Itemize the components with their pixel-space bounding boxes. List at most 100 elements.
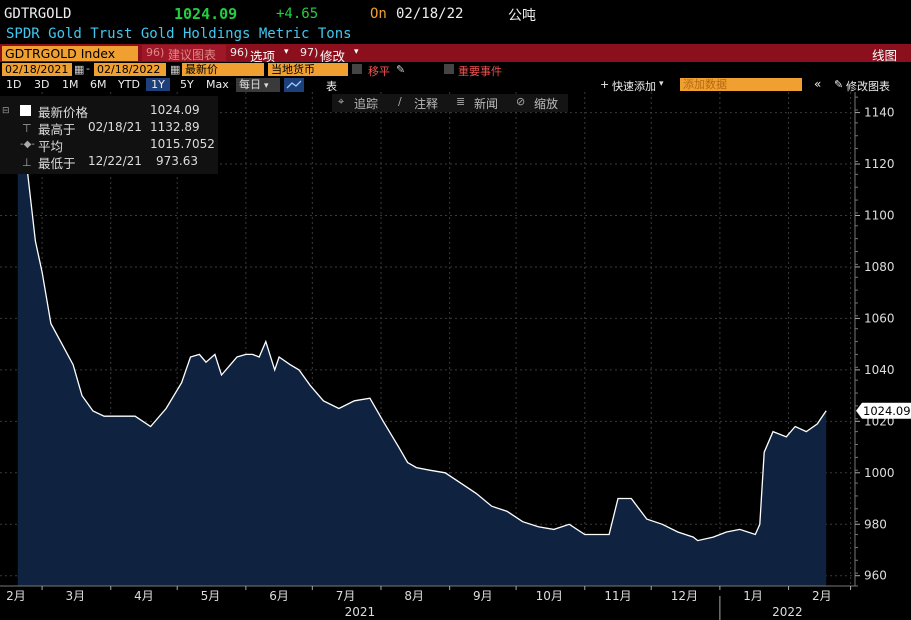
last-price: 1024.09 xyxy=(174,5,238,23)
chart-type-label[interactable]: 线图 xyxy=(872,48,898,63)
last-value-text: 1024.09 xyxy=(863,404,911,418)
edit-label: 修改 xyxy=(320,49,346,64)
legend-low-label: 最低于 xyxy=(38,156,76,171)
note-icon: ∕ xyxy=(398,95,402,108)
field-value: 最新价 xyxy=(185,63,218,76)
legend-last-value: 1024.09 xyxy=(150,103,200,117)
date-range-bar: 02/18/2021 ▦ - 02/18/2022 ▦ 最新价 当地货币 移平 … xyxy=(0,62,911,78)
legend-last-label: 最新价格 xyxy=(38,105,89,120)
legend-avg-value: 1015.7052 xyxy=(150,137,215,151)
note-button[interactable]: 注释 xyxy=(414,97,439,111)
chevron-down-icon: ▾ xyxy=(284,47,289,57)
y-tick-label: 1120 xyxy=(864,157,895,171)
plus-icon: + xyxy=(600,78,610,91)
legend-panel: ⊟ 最新价格 1024.09 ⊤ 最高于 02/18/21 1132.89 -◆… xyxy=(0,96,218,174)
period-5y[interactable]: 5Y xyxy=(180,78,194,91)
price-change: +4.65 xyxy=(276,6,319,22)
currency-select[interactable]: 当地货币 xyxy=(268,63,348,76)
quick-add-button[interactable]: 快速添加 xyxy=(612,80,656,93)
end-date-value: 02/18/2022 xyxy=(97,63,161,76)
period-bar: 1D 3D 1M 6M YTD 1Y 5Y Max 每日 ▾ 表 + 快速添加 ▾… xyxy=(0,77,911,93)
x-tick-label: 8月 xyxy=(404,589,424,603)
chevron-down-icon: ▾ xyxy=(354,47,359,57)
legend-high-date: 02/18/21 xyxy=(88,120,142,134)
holdings-line xyxy=(17,130,827,542)
period-1d[interactable]: 1D xyxy=(6,78,22,91)
period-6m[interactable]: 6M xyxy=(90,78,107,91)
legend-avg-label: 平均 xyxy=(38,139,64,154)
options-num: 96) xyxy=(230,46,249,59)
period-ytd[interactable]: YTD xyxy=(118,78,140,91)
calendar-icon[interactable]: ▦ xyxy=(74,63,85,76)
security-description: SPDR Gold Trust Gold Holdings Metric Ton… xyxy=(0,26,911,44)
x-tick-label: 5月 xyxy=(201,589,221,603)
table-view-button[interactable]: 表 xyxy=(326,80,337,93)
y-tick-label: 960 xyxy=(864,569,887,583)
period-3d[interactable]: 3D xyxy=(34,78,50,91)
date-separator: - xyxy=(86,62,90,75)
chevron-down-icon: ▾ xyxy=(264,81,269,91)
x-tick-label: 9月 xyxy=(473,589,493,603)
frequency-select[interactable]: 每日 ▾ xyxy=(236,78,280,92)
unit-label: 公吨 xyxy=(508,8,536,24)
news-button[interactable]: 新闻 xyxy=(474,97,499,111)
x-tick-label: 6月 xyxy=(269,589,289,603)
move-checkbox[interactable] xyxy=(352,64,362,74)
year-label: 2022 xyxy=(772,605,803,619)
last-value-tag xyxy=(856,402,911,419)
suggest-chart-button[interactable]: 96) 建议图表 xyxy=(142,45,226,62)
crosshair-icon: ⌖ xyxy=(338,95,345,108)
line-chart-icon[interactable] xyxy=(284,78,304,92)
last-value-marker: 1024.09 xyxy=(856,402,911,419)
average-icon: -◆- xyxy=(20,139,35,150)
edit-menu[interactable]: 97) 修改 ▾ xyxy=(298,45,364,64)
options-label: 选项 xyxy=(250,49,276,64)
legend-high-label: 最高于 xyxy=(38,122,76,137)
x-tick-label: 10月 xyxy=(536,589,563,603)
calendar-icon[interactable]: ▦ xyxy=(170,63,181,76)
period-max[interactable]: Max xyxy=(206,78,229,91)
suggest-label: 建议图表 xyxy=(168,48,217,62)
edit-chart-button[interactable]: 修改图表 xyxy=(846,80,890,93)
x-tick-label: 7月 xyxy=(336,589,356,603)
events-label: 重要事件 xyxy=(458,65,502,78)
legend-high-value: 1132.89 xyxy=(150,120,200,134)
index-label: GDTRGOLD Index xyxy=(5,46,116,61)
field-select[interactable]: 最新价 xyxy=(182,63,264,76)
end-date-input[interactable]: 02/18/2022 xyxy=(94,63,166,76)
legend-low-date: 12/22/21 xyxy=(88,154,142,168)
suggest-num: 96) xyxy=(146,46,165,59)
edit-num: 97) xyxy=(300,46,319,59)
track-button[interactable]: 追踪 xyxy=(354,97,379,111)
move-label: 移平 xyxy=(368,65,390,78)
year-label: 2021 xyxy=(345,605,376,619)
holdings-area xyxy=(17,130,827,586)
collapse-toggle-icon[interactable]: ⊟ xyxy=(2,106,10,116)
annotation-toolbar: ⌖ 追踪 ∕ 注释 ≣ 新闻 ⊘ 缩放 xyxy=(332,94,568,112)
period-1m[interactable]: 1M xyxy=(62,78,79,91)
x-tick-label: 12月 xyxy=(671,589,698,603)
events-checkbox[interactable] xyxy=(444,64,454,74)
period-1y[interactable]: 1Y xyxy=(146,78,170,91)
ticker-label: GDTRGOLD xyxy=(4,6,72,22)
low-icon: ⊥ xyxy=(22,156,32,169)
x-tick-label: 1月 xyxy=(743,589,763,603)
y-tick-label: 1080 xyxy=(864,260,895,274)
index-field[interactable]: GDTRGOLD Index xyxy=(2,46,138,61)
pencil-icon[interactable]: ✎ xyxy=(396,63,406,76)
pencil-icon: ✎ xyxy=(834,78,844,91)
currency-value: 当地货币 xyxy=(271,63,315,76)
options-menu[interactable]: 96) 选项 ▾ xyxy=(228,45,294,64)
start-date-input[interactable]: 02/18/2021 xyxy=(2,63,72,76)
collapse-icon[interactable]: « xyxy=(814,77,822,91)
y-tick-label: 1100 xyxy=(864,209,895,223)
x-tick-label: 2月 xyxy=(6,589,26,603)
on-label: On xyxy=(370,6,387,22)
zoom-icon: ⊘ xyxy=(516,95,526,108)
y-tick-label: 1040 xyxy=(864,363,895,377)
add-data-input[interactable]: 添加数据 xyxy=(680,78,802,91)
y-tick-label: 1000 xyxy=(864,466,895,480)
zoom-button[interactable]: 缩放 xyxy=(534,97,559,111)
